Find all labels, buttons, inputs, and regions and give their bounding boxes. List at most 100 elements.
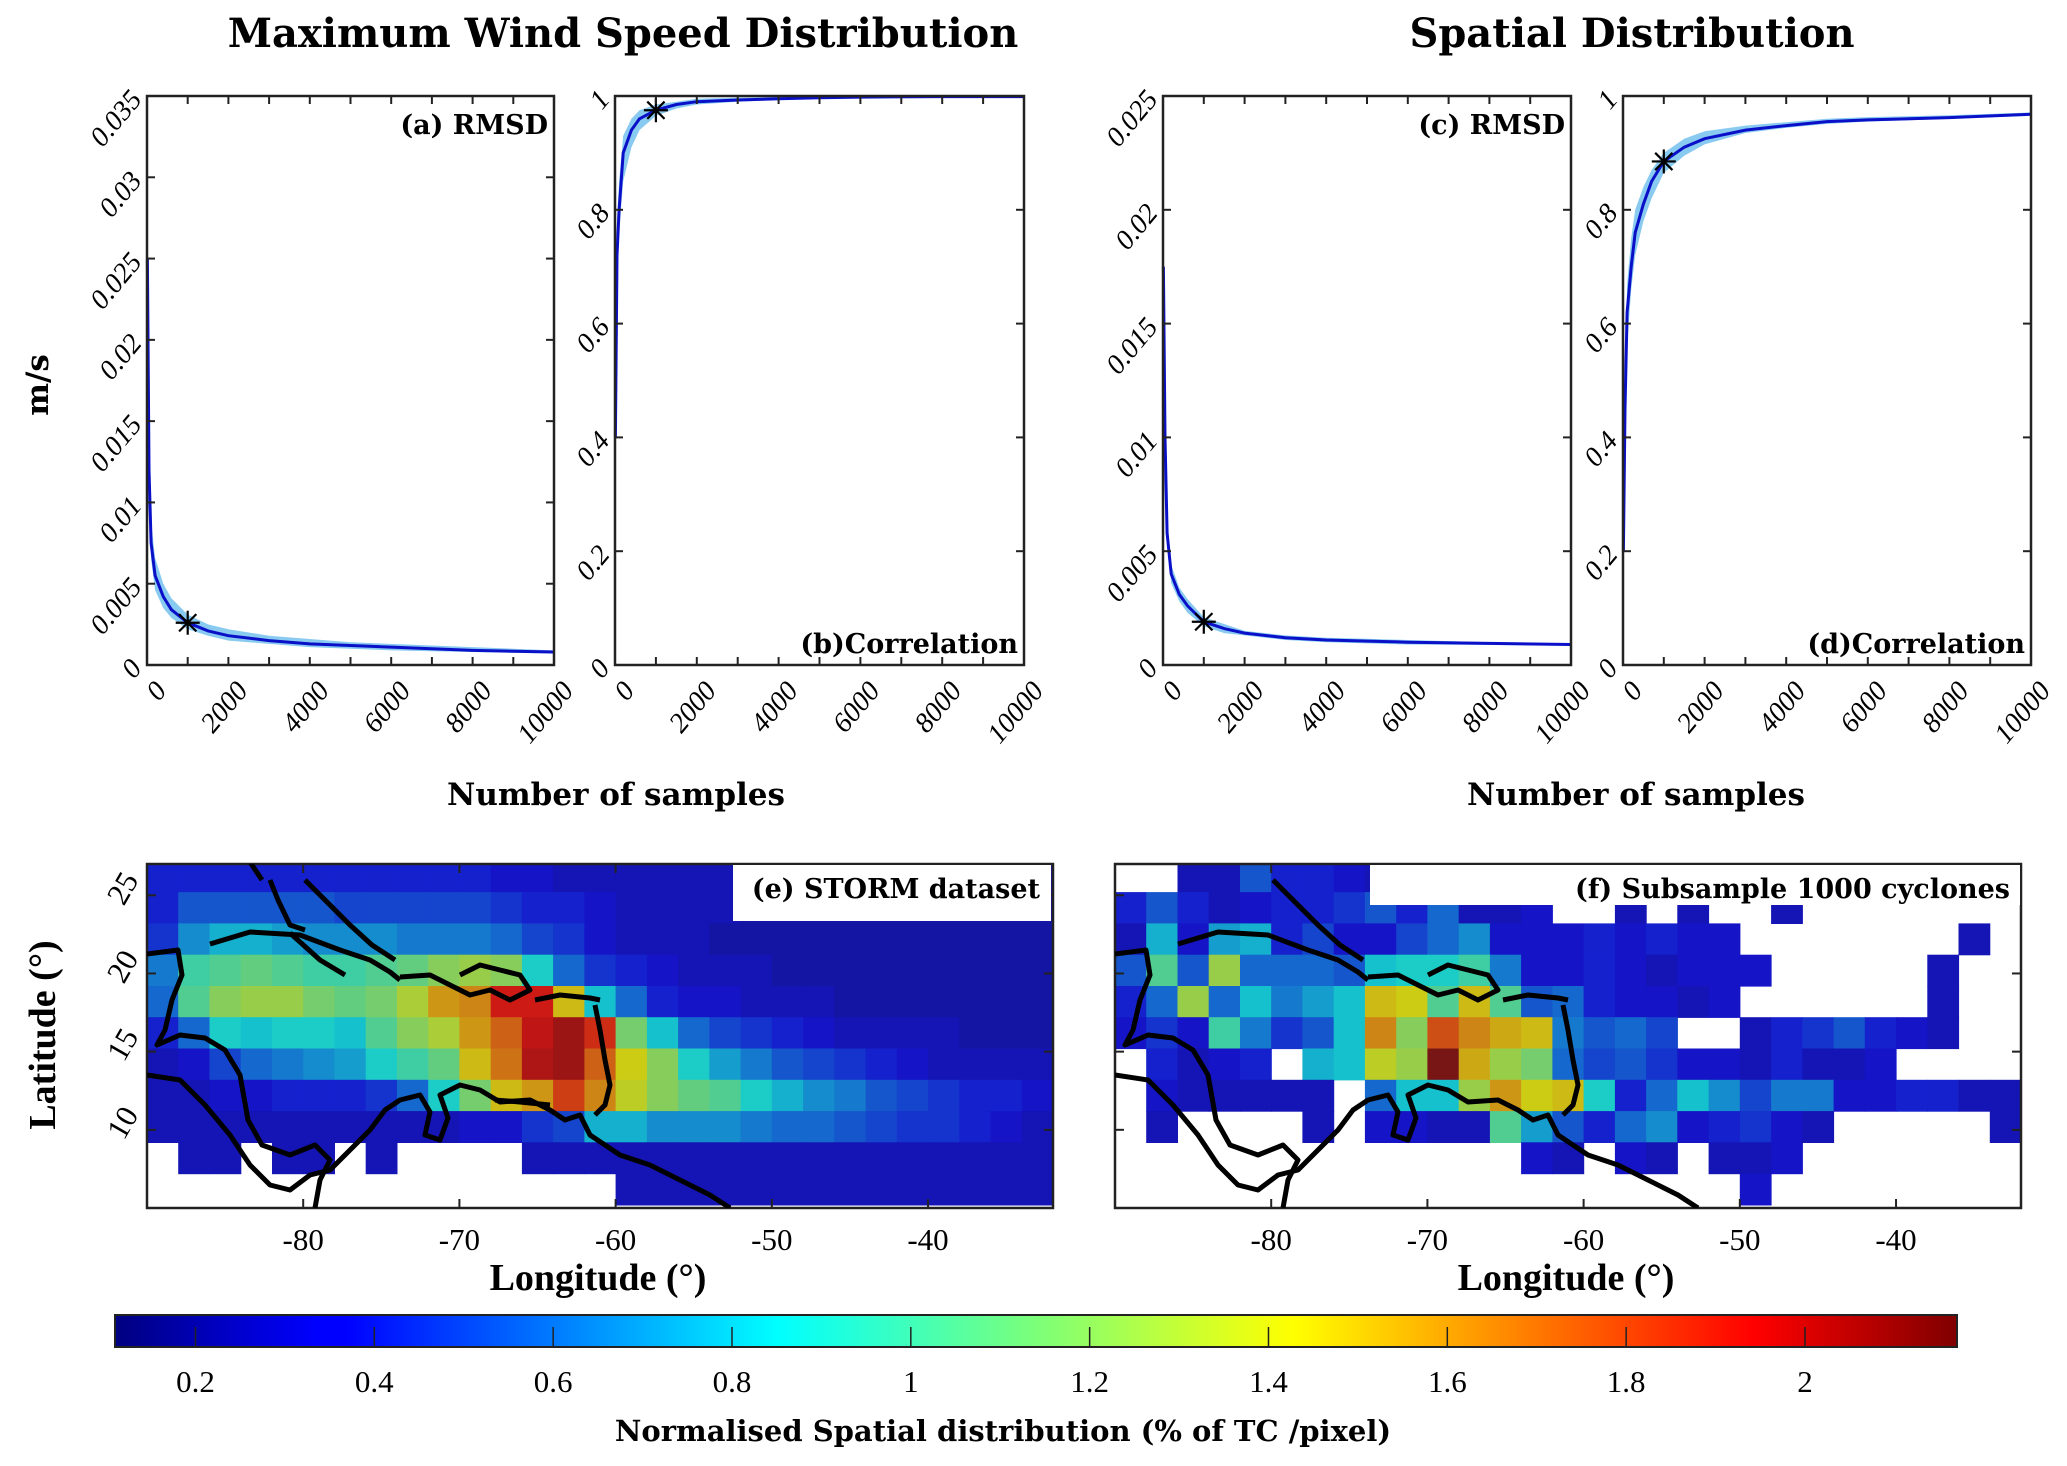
heatmap-cell (428, 1017, 460, 1050)
y-tick-label: 0.015 (84, 410, 148, 478)
heatmap-cell (209, 892, 242, 924)
heatmap-cell (521, 954, 554, 987)
heatmap-cell (834, 923, 867, 956)
x-tick-label: -70 (439, 1222, 480, 1257)
heatmap-cell (1583, 1017, 1616, 1050)
heatmap-cell (272, 1017, 304, 1050)
x-tick-label: 10000 (981, 676, 1050, 750)
heatmap-cell (803, 1048, 835, 1081)
heatmap-cell (584, 1111, 617, 1143)
heatmap-cell (1302, 986, 1335, 1018)
heatmap-cell (1958, 923, 1991, 956)
heatmap-cell (1208, 1017, 1241, 1050)
heatmap-cell (1489, 1048, 1522, 1081)
heatmap-cell (615, 923, 648, 956)
heatmap-cell (1771, 1142, 1803, 1175)
heatmap-cell (334, 986, 367, 1018)
x-tick-label: 4000 (1293, 676, 1353, 739)
heatmap-cell (272, 954, 304, 987)
panel-c-rmsd: 0 2000 4000 6000 8000 10000 0 0.005 0.01 0.015 0.0… (1100, 85, 1597, 750)
heatmap-cell (834, 1173, 867, 1206)
colorbar-tick-label: 1.2 (1070, 1364, 1109, 1399)
heatmap-cell (928, 1048, 960, 1081)
panel-a-rmsd: 0 2000 4000 6000 8000 10000 0 0.005 0.01 0.015 0.0… (84, 85, 580, 750)
heatmap-cell (272, 986, 304, 1018)
heatmap-cell (678, 1048, 710, 1081)
heatmap-cell (678, 923, 710, 956)
heatmap-cell (209, 864, 242, 893)
heatmap-cell (771, 1142, 804, 1175)
heatmap-cell (646, 864, 679, 893)
heatmap-cell (834, 954, 867, 987)
heatmap-cell (365, 1017, 398, 1050)
x-tick-label: -60 (595, 1222, 636, 1257)
heatmap-cell (928, 1017, 960, 1050)
heatmap-cell (1115, 954, 1147, 987)
x-tick-label: 8000 (1916, 676, 1976, 739)
heatmap-cell (740, 1111, 773, 1143)
heatmap-cell (1646, 954, 1678, 987)
heatmap-cell (553, 1142, 585, 1175)
heatmap-cell (396, 864, 429, 893)
heatmap-cell (1302, 1079, 1335, 1112)
y-tick-label: 0.01 (93, 491, 148, 548)
heatmap-cell (709, 954, 742, 987)
heatmap-cell (1677, 986, 1710, 1018)
colorbar-tick-label: 0.2 (176, 1364, 215, 1399)
colorbar-tick-label: 0.6 (534, 1364, 573, 1399)
marker-asterisk (1651, 149, 1676, 174)
heatmap-cell (709, 1017, 742, 1050)
x-tick-label: 8000 (909, 676, 969, 739)
heatmap-cell (896, 986, 929, 1018)
heatmap-cell (1552, 923, 1585, 956)
heatmap-cell (959, 1079, 992, 1112)
heatmap-cell (1021, 1079, 1054, 1112)
colorbar-tick-label: 1.6 (1428, 1364, 1467, 1399)
heatmap-cell (865, 986, 898, 1018)
heatmap-cell (178, 1111, 210, 1143)
heatmap-cell (834, 1111, 867, 1143)
heatmap-cell (865, 1017, 898, 1050)
confidence-band (615, 96, 1024, 449)
heatmap-cell (240, 986, 273, 1018)
heatmap-cell (1521, 923, 1553, 956)
heatmap-cell (147, 954, 179, 987)
heatmap-cell (709, 1048, 742, 1081)
heatmap-cell (1271, 954, 1303, 987)
heatmap-cell (396, 986, 429, 1018)
heatmap-cell (1146, 986, 1178, 1018)
heatmap-cell (1552, 1111, 1585, 1143)
heatmap-cell (803, 1142, 835, 1175)
heatmap-cell (334, 1079, 367, 1112)
heatmap-cell (396, 892, 429, 924)
heatmap-cell (1739, 1111, 1772, 1143)
heatmap-cell (1364, 1048, 1397, 1081)
heatmap-cell (1739, 1079, 1772, 1112)
xlabel-longitude-right: Longitude (°) (1458, 1257, 1675, 1299)
heatmap-cell (1708, 954, 1741, 987)
heatmap-cell (1364, 954, 1397, 987)
x-tick-label: 4000 (745, 676, 805, 739)
heatmap-cell (1677, 954, 1710, 987)
x-tick-label: 8000 (1456, 676, 1516, 739)
heatmap-cell (147, 892, 179, 924)
heatmap-cell (865, 1173, 898, 1206)
heatmap-cell (1271, 1079, 1303, 1112)
heatmap-cell (396, 923, 429, 956)
heatmap-cell (553, 923, 585, 956)
heatmap-cell (646, 1017, 679, 1050)
x-tick-label: 6000 (358, 676, 418, 739)
heatmap-cell (1958, 1079, 1991, 1112)
heatmap-cell (1364, 1017, 1397, 1050)
heatmap-cell (1146, 1111, 1178, 1143)
panel-d-correlation: 0 2000 4000 6000 8000 10000 0 0.2 0.4 0.6 0.8 1 (d)C… (1578, 85, 2057, 750)
marker-asterisk (175, 610, 200, 635)
heatmap-cell (678, 1111, 710, 1143)
heatmap-cell (521, 1111, 554, 1143)
heatmap-cell (959, 923, 992, 956)
x-tick-label: -60 (1563, 1222, 1604, 1257)
y-tick-label: 0.03 (93, 166, 148, 223)
heatmap-cell (1802, 1079, 1835, 1112)
heatmap-cell (1021, 1017, 1054, 1050)
heatmap-cell (1146, 1048, 1178, 1081)
